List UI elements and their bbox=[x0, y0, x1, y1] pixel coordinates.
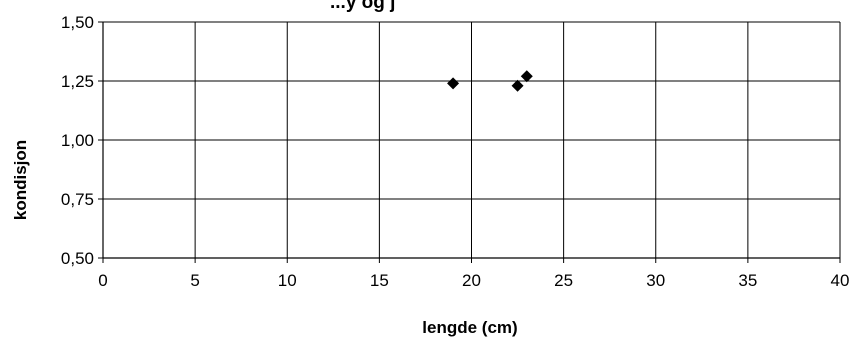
x-axis-ticks: 0 5 10 15 20 25 30 35 40 bbox=[98, 258, 849, 290]
data-points bbox=[447, 70, 533, 92]
x-tick-label: 0 bbox=[98, 271, 107, 290]
y-axis-ticks: 0,50 0,75 1,00 1,25 1,50 bbox=[61, 13, 103, 268]
x-tick-label: 40 bbox=[831, 271, 850, 290]
x-axis-title: lengde (cm) bbox=[422, 318, 517, 337]
x-tick-label: 15 bbox=[370, 271, 389, 290]
x-tick-label: 25 bbox=[554, 271, 573, 290]
y-tick-label: 1,00 bbox=[61, 131, 94, 150]
y-tick-label: 0,50 bbox=[61, 249, 94, 268]
y-tick-label: 0,75 bbox=[61, 190, 94, 209]
y-axis-title: kondisjon bbox=[11, 140, 30, 220]
x-tick-label: 35 bbox=[738, 271, 757, 290]
x-tick-label: 20 bbox=[462, 271, 481, 290]
x-tick-label: 30 bbox=[646, 271, 665, 290]
x-tick-label: 5 bbox=[190, 271, 199, 290]
data-point bbox=[511, 79, 524, 92]
data-point bbox=[520, 70, 533, 83]
data-point bbox=[447, 77, 460, 90]
x-tick-label: 10 bbox=[278, 271, 297, 290]
grid-lines bbox=[103, 21, 841, 258]
chart-title: ...y og j bbox=[330, 0, 395, 13]
y-tick-label: 1,25 bbox=[61, 72, 94, 91]
y-tick-label: 1,50 bbox=[61, 13, 94, 32]
